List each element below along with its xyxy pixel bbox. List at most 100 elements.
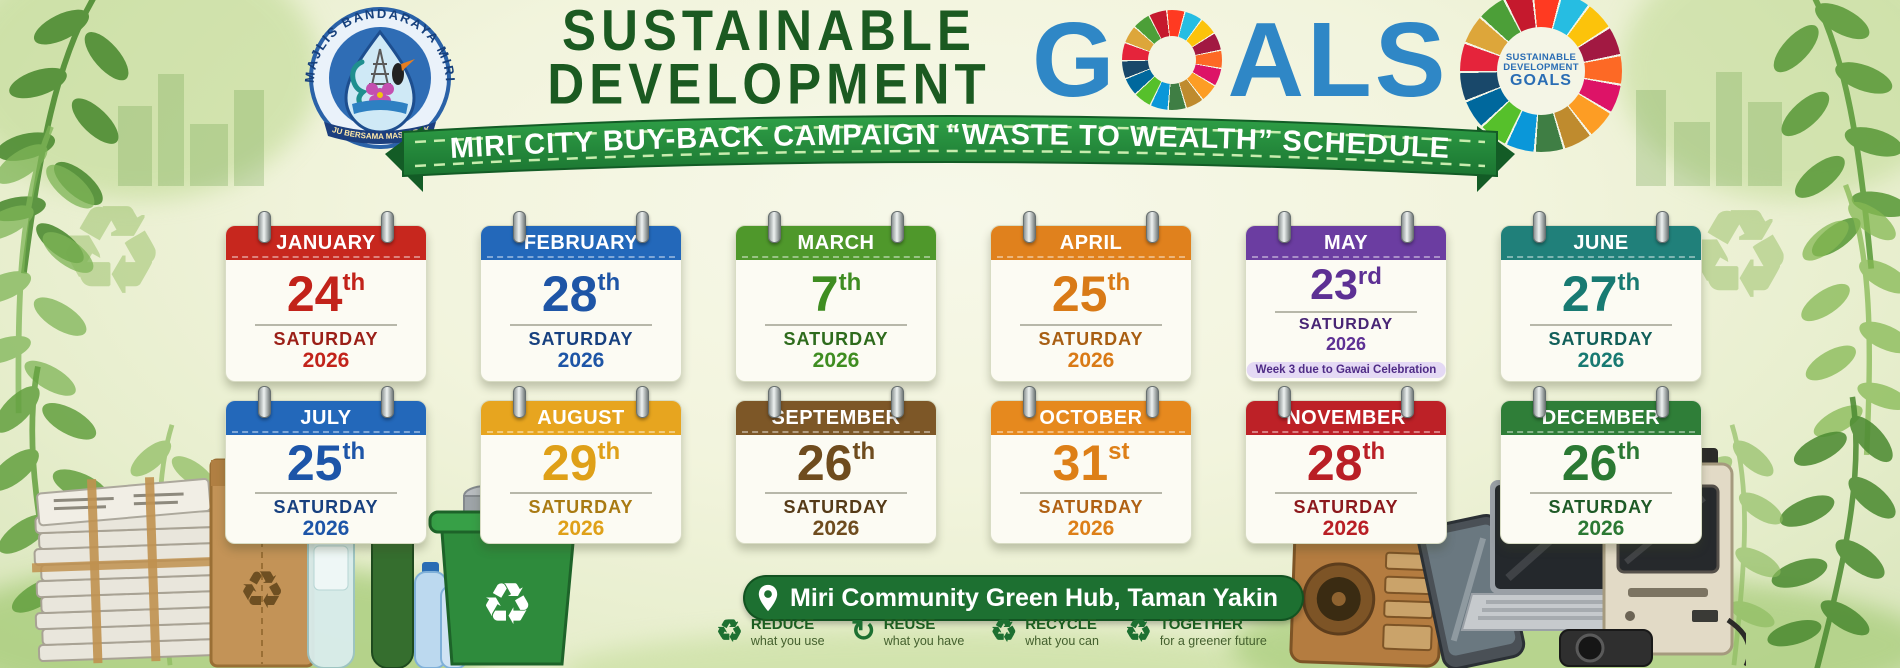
binder-ring-icon	[1656, 211, 1669, 243]
date-number: 25	[1051, 266, 1108, 323]
skyline-right	[1636, 66, 1786, 186]
day-label: SATURDAY	[783, 328, 889, 349]
binder-ring-icon	[1146, 386, 1159, 418]
month-header: MARCH	[736, 226, 936, 260]
date-ordinal: th	[838, 269, 862, 297]
sdg-badge-line3: GOALS	[1510, 71, 1572, 89]
year-label: 2026	[1577, 517, 1625, 541]
skyline-left	[118, 66, 268, 186]
month-label: MARCH	[797, 231, 875, 254]
date-number: 31	[1052, 434, 1109, 491]
eco-title: REUSE	[883, 616, 936, 633]
date-number: 24	[286, 266, 343, 323]
binder-ring-icon	[768, 386, 781, 418]
binder-ring-icon	[1023, 386, 1036, 418]
binder-ring-icon	[258, 386, 271, 418]
day-label: SATURDAY	[1548, 328, 1654, 349]
day-label: SATURDAY	[783, 497, 889, 518]
month-label: JANUARY	[276, 231, 376, 254]
month-label: APRIL	[1059, 231, 1123, 254]
eco-subtitle: for a greener future	[1159, 633, 1267, 648]
eco-title: RECYCLE	[1025, 616, 1097, 633]
location-label: Miri Community Green Hub, Taman Yakin	[790, 583, 1279, 612]
eco-action-reuse: ↻ REUSE what you have	[851, 616, 965, 649]
date-divider	[765, 492, 907, 495]
date-ordinal: th	[1362, 437, 1386, 465]
eco-subtitle: what you can	[1025, 633, 1099, 648]
gawai-note: Week 3 due to Gawai Celebration	[1246, 362, 1446, 378]
month-label: JULY	[300, 406, 352, 429]
month-label: JUNE	[1573, 231, 1629, 254]
date-ordinal: th	[1617, 269, 1641, 297]
year-label: 2026	[1322, 517, 1370, 541]
binder-ring-icon	[1533, 211, 1546, 243]
date-divider	[1530, 323, 1672, 326]
newspaper-stack-illustration	[31, 477, 225, 664]
miri-city-council-crest: MAJLIS BANDARAYA MIRI MAJU BERSAMA MASYA…	[288, 2, 456, 149]
date-ordinal: th	[342, 437, 366, 465]
binder-ring-icon	[1401, 211, 1414, 243]
month-label: MAY	[1323, 231, 1369, 254]
eco-title: REDUCE	[750, 616, 815, 633]
month-label: OCTOBER	[1039, 406, 1143, 429]
binder-ring-icon	[1146, 211, 1159, 243]
date-divider	[510, 492, 652, 495]
year-label: 2026	[557, 517, 605, 541]
month-header: APRIL	[991, 226, 1191, 260]
binder-ring-icon	[891, 211, 904, 243]
date-ordinal: th	[597, 269, 621, 297]
date-ordinal: th	[1617, 437, 1641, 465]
sdg-badge-line1: SUSTAINABLE	[1505, 51, 1577, 63]
month-label: SEPTEMBER	[771, 406, 901, 429]
eco-action-recycle: ♻ RECYCLE what you can	[990, 615, 1099, 649]
eco-actions-row: ♻ REDUCE what you use ↻ REUSE what you have ♻ R…	[716, 615, 1267, 649]
date-ordinal: th	[597, 437, 621, 465]
day-label: SATURDAY	[528, 497, 634, 518]
binder-ring-icon	[636, 211, 649, 243]
month-header: DECEMBER	[1501, 401, 1701, 435]
date-ordinal: th	[342, 269, 366, 297]
title-line-2: DEVELOPMENT	[547, 52, 991, 117]
month-label: DECEMBER	[1541, 406, 1661, 429]
campaign-ribbon: MIRI CITY BUY-BACK CAMPAIGN “WASTE TO WE…	[385, 115, 1515, 192]
month-header: NOVEMBER	[1246, 401, 1446, 435]
date-ordinal: rd	[1357, 263, 1382, 291]
date-number: 25	[286, 434, 343, 491]
date-divider	[1020, 492, 1162, 495]
binder-ring-icon	[1656, 386, 1669, 418]
binder-ring-icon	[1533, 386, 1546, 418]
year-label: 2026	[1067, 348, 1115, 372]
goals-wordmark: G ALS	[1032, 0, 1448, 120]
binder-ring-icon	[381, 386, 394, 418]
date-number: 23	[1310, 261, 1358, 310]
year-label: 2026	[812, 517, 860, 541]
recycle-watermark-icon: ♻	[58, 185, 164, 317]
binder-ring-icon	[1401, 386, 1414, 418]
goals-letters-als: ALS	[1227, 1, 1449, 119]
recycle-icon: ♻	[990, 615, 1018, 648]
day-label: SATURDAY	[1548, 497, 1654, 518]
recycle-icon: ♻	[716, 615, 743, 648]
month-header: FEBRUARY	[481, 226, 681, 260]
day-label: SATURDAY	[528, 328, 634, 349]
month-header: JULY	[226, 401, 426, 435]
month-header: MAY	[1246, 226, 1446, 260]
